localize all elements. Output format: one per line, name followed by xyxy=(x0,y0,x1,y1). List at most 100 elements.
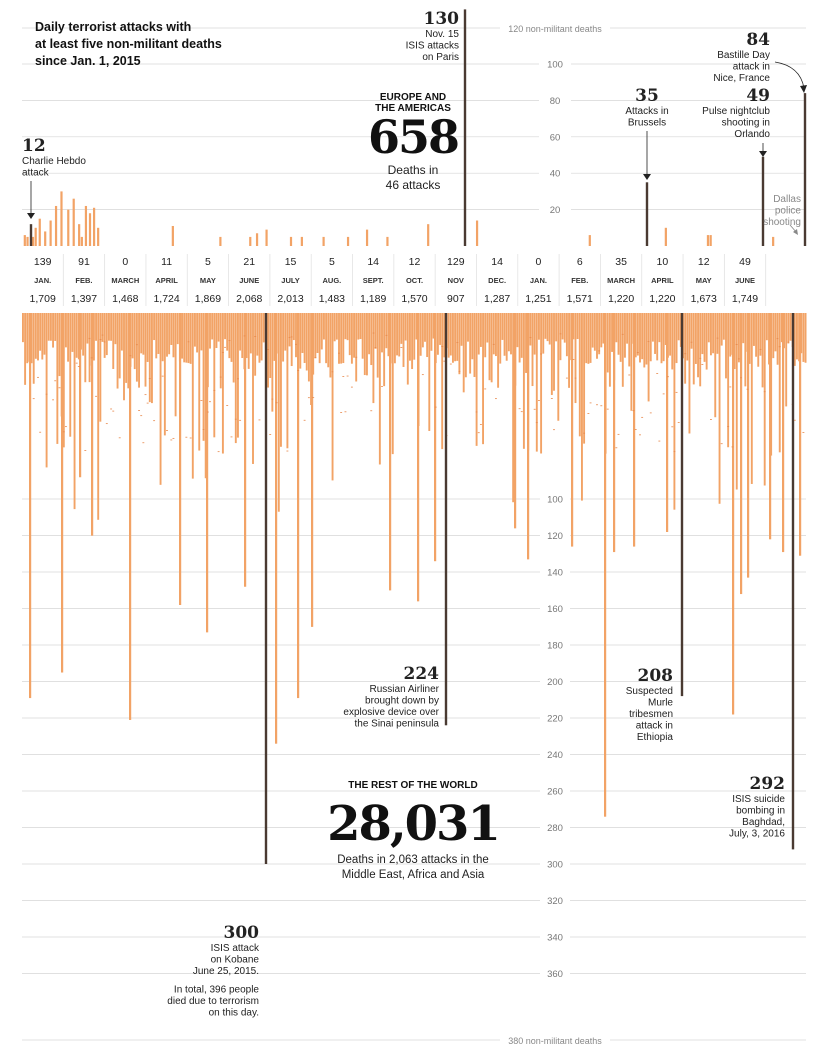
world-attack-bar xyxy=(587,313,590,364)
world-attack-bar xyxy=(99,313,102,422)
world-attack-bar xyxy=(419,313,422,356)
month-top-count: 5 xyxy=(205,256,211,268)
world-attack-bar-deep xyxy=(79,313,82,478)
europe-attack-bar xyxy=(78,224,81,246)
world-attack-bar xyxy=(583,313,586,444)
month-top-count: 10 xyxy=(657,256,669,268)
world-attack-bar xyxy=(462,313,465,393)
world-attack-bar xyxy=(232,313,235,383)
world-attack-bar xyxy=(495,313,497,357)
top-tick-label: 80 xyxy=(550,96,561,107)
annotation-text: Murle xyxy=(648,698,673,709)
world-attack-bar xyxy=(525,313,527,373)
world-attack-bar xyxy=(75,313,78,358)
world-attack-bar xyxy=(288,313,291,347)
world-attack-bar xyxy=(383,313,386,387)
tick-label-bg xyxy=(540,748,570,761)
world-attack-bar xyxy=(503,313,506,356)
annotation-text: Ethiopia xyxy=(637,732,674,743)
world-attack-bar xyxy=(581,313,583,501)
world-attack-bar xyxy=(368,313,371,355)
month-bottom-count: 1,724 xyxy=(153,293,179,305)
world-attack-bar xyxy=(391,313,394,455)
world-attack-bar xyxy=(471,313,474,360)
world-attack-bar xyxy=(357,313,360,340)
world-attack-bar xyxy=(426,313,429,358)
world-attack-bar xyxy=(269,313,272,378)
world-attack-bar xyxy=(157,313,160,354)
world-attack-bar xyxy=(492,313,495,355)
month-top-count: 139 xyxy=(34,256,52,268)
month-axis: 139 JAN. 1,709 91 FEB. 1,397 0 MARCH 1,468 11 APRI… xyxy=(22,248,807,310)
world-attack-bar xyxy=(469,313,472,374)
europe-attack-bar xyxy=(322,236,325,246)
arrowhead-icon xyxy=(800,85,807,93)
world-attack-bar-deep xyxy=(61,313,64,673)
world-attack-bar xyxy=(660,313,663,364)
month-label: NOV xyxy=(448,276,464,285)
world-attack-bar xyxy=(540,313,543,454)
world-attack-bar xyxy=(159,313,162,485)
world-attack-bar xyxy=(699,313,702,387)
month-bottom-count: 1,709 xyxy=(30,293,56,305)
world-attack-bar xyxy=(84,313,87,383)
world-attack-bar xyxy=(688,313,691,434)
tick-label-bg xyxy=(539,130,571,143)
world-attack-bar xyxy=(518,313,521,363)
europe-attack-bar xyxy=(475,220,479,246)
world-attack-bar xyxy=(643,313,646,368)
world-attack-bar xyxy=(544,313,547,339)
world-attack-bar xyxy=(546,313,549,342)
annotation-text: June 25, 2015. xyxy=(193,966,259,977)
world-attack-bar xyxy=(507,313,510,352)
europe-attack-bar xyxy=(249,236,252,246)
highlighted-europe-bar xyxy=(761,156,765,246)
world-attack-bar xyxy=(772,313,775,359)
world-attack-bar xyxy=(763,313,766,486)
world-attack-bar xyxy=(647,313,650,402)
bottom-tick-label: 340 xyxy=(547,933,563,944)
world-attack-bar xyxy=(34,313,37,359)
highlighted-attack-bars xyxy=(29,9,807,864)
world-attack-bar xyxy=(333,313,336,342)
world-attack-bar xyxy=(615,313,618,343)
world-attack-bar xyxy=(396,313,398,356)
world-attack-bar xyxy=(125,313,128,383)
bottom-axis-grid: 100 120 140 160 180 200 220 240 260 280 300 320 340 3… xyxy=(22,493,806,1046)
world-attack-bar xyxy=(748,313,751,364)
tick-label-bg xyxy=(539,167,571,180)
annotation-text: Suspected xyxy=(626,686,673,697)
world-attack-bar xyxy=(428,313,431,431)
world-attack-bar xyxy=(785,313,788,407)
annotation-text: on Kobane xyxy=(211,955,260,966)
world-attack-bar xyxy=(277,313,280,512)
world-attack-bar xyxy=(22,313,24,343)
world-attack-bar-deep xyxy=(769,313,772,540)
annotation-number: 84 xyxy=(746,30,770,50)
world-attack-bar xyxy=(86,313,89,344)
top-section-heading-2: THE AMERICAS xyxy=(375,103,451,114)
month-bottom-count: 1,189 xyxy=(360,293,386,305)
world-attack-bar xyxy=(92,313,95,361)
month-label: MAY xyxy=(200,276,216,285)
world-attack-bar xyxy=(191,313,194,479)
world-attack-bar xyxy=(338,313,340,364)
world-attack-bar xyxy=(398,313,401,357)
bottom-tick-label: 240 xyxy=(547,750,563,761)
world-attack-bar xyxy=(662,313,665,362)
world-attack-bar xyxy=(452,313,454,363)
world-attack-bar xyxy=(176,313,179,345)
annotation-number: 35 xyxy=(635,86,659,106)
annotation-text: attack in xyxy=(636,721,673,732)
world-attack-bar xyxy=(346,313,349,341)
world-attack-bar xyxy=(282,313,285,362)
europe-attack-bar xyxy=(300,236,303,246)
world-attack-bar xyxy=(529,313,532,346)
world-attack-bar xyxy=(464,313,467,378)
world-attack-bar xyxy=(69,313,72,437)
month-bottom-count: 1,869 xyxy=(195,293,221,305)
world-attack-bar-deep xyxy=(799,313,802,556)
world-attack-bar xyxy=(133,313,136,370)
bottom-axis-max-label: 380 non-militant deaths xyxy=(508,1036,602,1046)
